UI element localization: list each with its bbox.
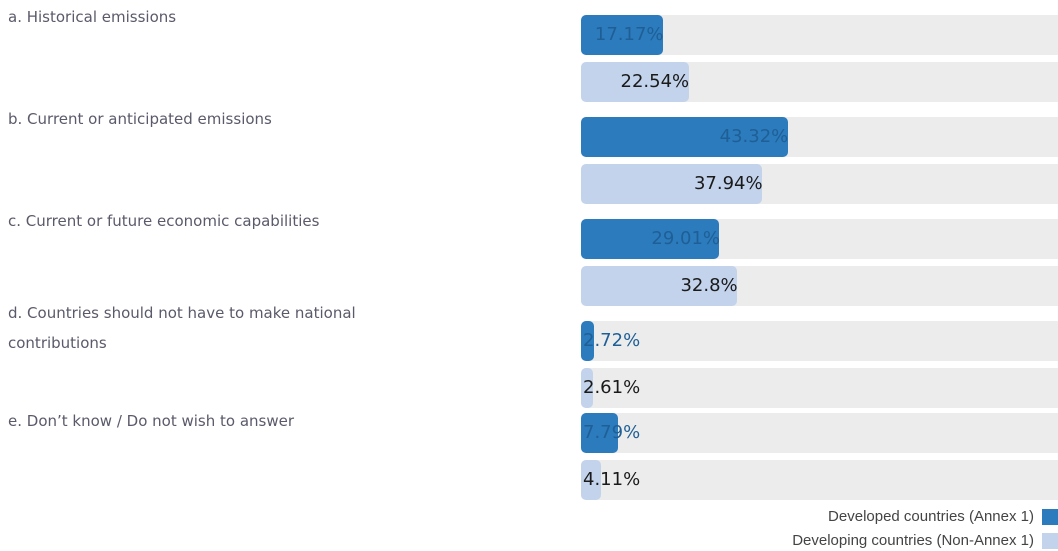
legend-label-developed: Developed countries (Annex 1): [828, 508, 1034, 525]
legend-swatch-developing: [1042, 532, 1058, 549]
value-label-historical-developing: 22.54%: [620, 71, 690, 92]
value-label-economic-developing: 32.8%: [680, 275, 738, 296]
bar-track-no-contribution-developed: 2.72%: [581, 321, 1058, 361]
bar-current-developed: [581, 117, 788, 157]
category-label-dont-know: e. Don’t know / Do not wish to answer: [8, 412, 295, 430]
legend-entry-developing: Developing countries (Non-Annex 1): [792, 532, 1058, 549]
bar-historical-developing: [581, 62, 689, 102]
bar-dont-know-developed: [581, 413, 619, 453]
legend-label-developing: Developing countries (Non-Annex 1): [792, 532, 1034, 549]
category-label-current: b. Current or anticipated emissions: [8, 110, 272, 128]
category-label-historical: a. Historical emissions: [8, 8, 177, 26]
bar-track-no-contribution-developing: 2.61%: [581, 368, 1058, 408]
value-label-no-contribution-developed: 2.72%: [583, 330, 641, 351]
bar-track-dont-know-developing: 4.11%: [581, 460, 1058, 500]
category-label-economic: c. Current or future economic capabiliti…: [8, 212, 320, 230]
bar-track-historical-developing: 22.54%: [581, 62, 1058, 102]
bar-current-developing: [581, 164, 762, 204]
bar-no-contribution-developed: [581, 321, 594, 361]
legend-swatch-developed: [1042, 508, 1058, 525]
bar-track-historical-developed: 17.17%: [581, 15, 1058, 55]
value-label-current-developed: 43.32%: [719, 126, 789, 147]
bar-track-economic-developing: 32.8%: [581, 266, 1058, 306]
bar-historical-developed: [581, 15, 663, 55]
value-label-dont-know-developing: 4.11%: [583, 469, 641, 490]
bar-track-current-developing: 37.94%: [581, 164, 1058, 204]
legend-entry-developed: Developed countries (Annex 1): [828, 508, 1058, 525]
bar-economic-developed: [581, 219, 720, 259]
bar-dont-know-developing: [581, 460, 601, 500]
bar-no-contribution-developing: [581, 368, 594, 408]
value-label-dont-know-developed: 7.79%: [583, 422, 641, 443]
value-label-historical-developed: 17.17%: [594, 24, 664, 45]
bar-track-current-developed: 43.32%: [581, 117, 1058, 157]
bar-track-dont-know-developed: 7.79%: [581, 413, 1058, 453]
bar-economic-developing: [581, 266, 738, 306]
bar-track-economic-developed: 29.01%: [581, 219, 1058, 259]
value-label-current-developing: 37.94%: [693, 173, 763, 194]
value-label-economic-developed: 29.01%: [651, 228, 721, 249]
category-label-no-contribution: d. Countries should not have to make nat…: [8, 304, 356, 352]
value-label-no-contribution-developing: 2.61%: [583, 377, 641, 398]
